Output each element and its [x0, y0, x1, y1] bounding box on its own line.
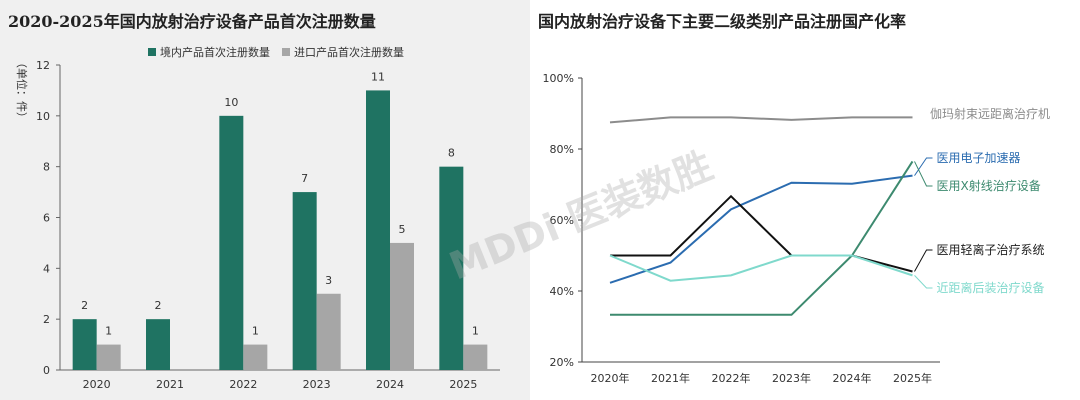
bar — [292, 192, 317, 370]
line-chart-panel: 国内放射治疗设备下主要二级类别产品注册国产化率 20% 40% 60% 80% 100%… — [530, 0, 1080, 400]
y-tick-label: 20% — [550, 356, 574, 369]
x-tick-label: 2022年 — [712, 371, 751, 385]
y-tick-label: 40% — [550, 285, 574, 298]
series-label: 医用电子加速器 — [937, 151, 1021, 165]
series-line — [610, 160, 914, 316]
series-line — [609, 116, 913, 124]
bar-data-label: 7 — [301, 172, 308, 185]
bar — [366, 90, 390, 371]
series-line — [609, 174, 913, 284]
bar — [439, 166, 464, 370]
bar-data-label: 1 — [105, 325, 112, 338]
bar — [219, 115, 244, 370]
bar-data-label: 2 — [81, 299, 88, 312]
label-leader — [914, 161, 933, 187]
x-tick-label: 2021 — [156, 378, 184, 391]
x-tick-label: 2020 — [83, 378, 111, 391]
y-tick-label: 4 — [43, 262, 50, 275]
label-leader — [914, 275, 933, 289]
legend-swatch — [282, 48, 290, 56]
bar-data-label: 1 — [252, 325, 259, 338]
x-tick-label: 2020年 — [591, 371, 630, 385]
bar — [463, 344, 488, 370]
y-tick-label: 8 — [43, 161, 50, 174]
bar-chart-title: 2020-2025年国内放射治疗设备产品首次注册数量 — [8, 12, 376, 31]
legend-label: 境内产品首次注册数量 — [160, 45, 270, 59]
line-chart-title: 国内放射治疗设备下主要二级类别产品注册国产化率 — [538, 12, 907, 31]
y-tick-label: 0 — [43, 364, 50, 377]
bar — [72, 319, 97, 370]
x-tick-label: 2024 — [376, 378, 404, 391]
legend-label: 进口产品首次注册数量 — [294, 45, 404, 59]
series-line — [609, 254, 913, 282]
series-label: 伽玛射束远距离治疗机 — [930, 106, 1050, 121]
y-tick-label: 100% — [543, 72, 574, 85]
bar-data-label: 5 — [399, 223, 406, 236]
label-leader — [914, 249, 933, 272]
bar-data-label: 11 — [371, 70, 385, 83]
bar-data-label: 3 — [325, 274, 332, 287]
y-tick-label: 2 — [43, 313, 50, 326]
x-tick-label: 2023年 — [772, 371, 811, 385]
series-label: 医用X射线治疗设备 — [937, 178, 1041, 193]
series-label: 近距离后装治疗设备 — [937, 280, 1045, 295]
y-tick-label: 60% — [550, 214, 574, 227]
y-tick-label: 10 — [36, 110, 50, 123]
y-axis-label: （单位：件） — [15, 57, 29, 123]
bar — [316, 293, 341, 370]
bar — [243, 344, 268, 370]
x-tick-label: 2024年 — [833, 371, 872, 385]
line-chart: 20% 40% 60% 80% 100% 2020年 2021年 2022年 2023年 2024… — [543, 72, 1050, 385]
x-tick-label: 2025年 — [893, 371, 932, 385]
bar — [390, 242, 414, 370]
y-tick-label: 6 — [43, 212, 50, 225]
bar-data-label: 1 — [472, 325, 479, 338]
bar — [96, 344, 121, 370]
x-tick-label: 2021年 — [651, 371, 690, 385]
bar — [146, 319, 170, 370]
y-tick-label: 12 — [36, 59, 50, 72]
y-tick-label: 80% — [550, 143, 574, 156]
x-tick-label: 2023 — [303, 378, 331, 391]
bar-data-label: 8 — [448, 147, 455, 160]
x-tick-label: 2025 — [449, 378, 477, 391]
bar-data-label: 2 — [155, 299, 162, 312]
legend-swatch — [148, 48, 156, 56]
bar-chart-panel: 2020-2025年国内放射治疗设备产品首次注册数量 0 2 4 6 8 10 12 （单位：… — [0, 0, 530, 400]
series-label: 医用轻离子治疗系统 — [937, 242, 1045, 257]
bar-data-label: 10 — [224, 96, 238, 109]
x-tick-label: 2022 — [229, 378, 257, 391]
